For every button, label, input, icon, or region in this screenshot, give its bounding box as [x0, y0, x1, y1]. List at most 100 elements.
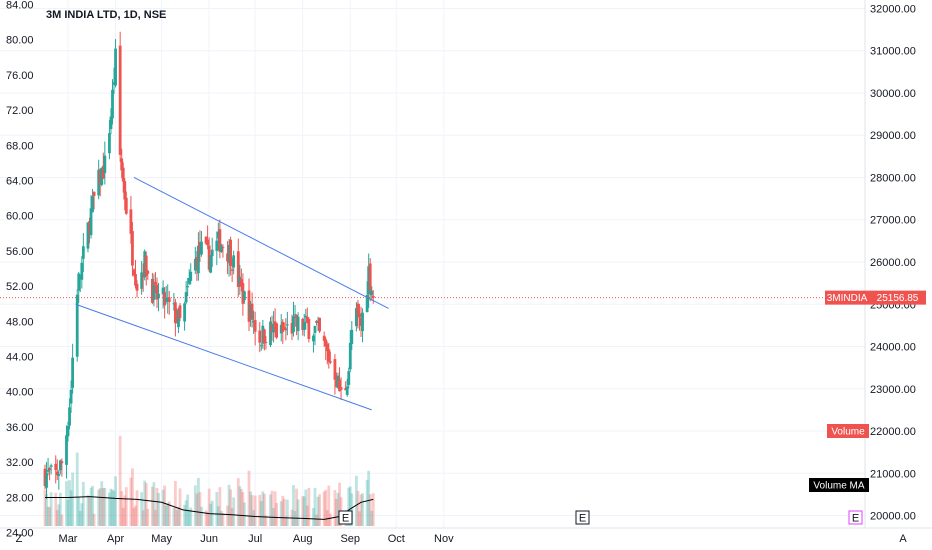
candle-body	[239, 279, 243, 287]
candle-up	[58, 459, 62, 475]
candle-up	[75, 289, 79, 362]
volume-bar	[269, 494, 272, 526]
volume-bar	[129, 477, 133, 526]
candle-body	[86, 222, 90, 249]
candle-up	[227, 238, 231, 277]
left-axis-tick: 60.00	[6, 211, 34, 223]
volume-bar	[143, 480, 147, 526]
volume-bar	[184, 500, 188, 526]
volume-bar	[75, 452, 79, 526]
candle-body	[339, 387, 343, 390]
candle-body	[144, 255, 148, 276]
candle-body	[88, 221, 91, 233]
candle-down	[204, 236, 208, 245]
volume-bar	[58, 492, 62, 526]
x-axis-tick: Aug	[293, 533, 313, 545]
volume-bar	[307, 487, 311, 526]
candle-body	[101, 165, 105, 179]
candle-body	[60, 461, 64, 464]
candle-down	[307, 317, 311, 343]
right-axis-tick: 30000.00	[870, 88, 916, 100]
earnings-marker-1[interactable]: E	[338, 510, 353, 525]
candle-body	[141, 275, 145, 278]
candle-up	[71, 343, 75, 394]
candle-body	[207, 245, 211, 270]
volume-bar	[49, 492, 53, 526]
candle-down	[207, 237, 211, 272]
candle-body	[71, 357, 75, 388]
volume-bar	[206, 512, 210, 526]
candle-body	[249, 304, 252, 319]
candle-up	[345, 378, 349, 397]
candle-body	[204, 236, 208, 244]
candle-up	[279, 314, 283, 342]
right-axis-tick: 27000.00	[870, 215, 916, 227]
candle-up	[232, 250, 236, 275]
candle-body	[75, 294, 79, 357]
timezone-button[interactable]: Z	[16, 533, 23, 545]
candle-body	[243, 291, 246, 301]
candle-body	[108, 133, 111, 154]
volume-bar	[368, 494, 372, 526]
candle-up	[350, 321, 354, 351]
candle-up	[361, 308, 364, 343]
candle-down	[229, 236, 233, 276]
volume-bar	[91, 485, 94, 526]
earnings-marker-2[interactable]: E	[575, 510, 590, 525]
candle-body	[69, 389, 73, 404]
volume-bar	[155, 487, 159, 526]
volume-bar	[229, 489, 233, 526]
volume-bar	[325, 510, 329, 526]
volume-bar	[216, 506, 220, 526]
candle-down	[290, 314, 294, 341]
candle-body	[98, 169, 102, 185]
candle-down	[129, 195, 133, 244]
candle-body	[318, 317, 321, 332]
candle-body	[273, 321, 277, 329]
right-axis-tick: 26000.00	[870, 257, 916, 269]
candle-body	[193, 258, 197, 271]
candle-down	[253, 311, 257, 346]
candle-body	[295, 314, 298, 327]
candle-up	[304, 308, 308, 330]
candle-down	[258, 322, 262, 353]
candle-body	[361, 312, 364, 332]
x-axis-tick: Oct	[388, 533, 405, 545]
candle-up	[143, 249, 147, 281]
volume-bar	[261, 491, 265, 526]
volume-bar	[172, 507, 176, 526]
channel-lower-line[interactable]	[75, 303, 372, 411]
candle-down	[178, 302, 182, 322]
candle-up	[46, 457, 50, 476]
candle-body	[187, 277, 191, 284]
candle-down	[54, 455, 58, 484]
left-axis-tick: 36.00	[6, 422, 34, 434]
left-axis-tick: 84.00	[6, 0, 34, 12]
candle-body	[77, 273, 81, 291]
volume-bar	[134, 505, 137, 526]
volume-bar	[187, 510, 191, 526]
candle-body	[81, 246, 85, 259]
volume-bar	[132, 507, 136, 526]
candle-down	[325, 341, 329, 365]
volume-bar	[88, 497, 91, 526]
volume-bar	[65, 481, 68, 526]
volume-bar	[327, 485, 331, 526]
symbol-tag-background	[825, 290, 869, 305]
auto-scale-button[interactable]: A	[899, 533, 907, 545]
dividend-marker[interactable]: E	[848, 510, 863, 525]
candle-body	[355, 308, 358, 327]
candle-down	[154, 272, 157, 294]
candle-body	[316, 320, 320, 324]
volume-bar	[43, 489, 47, 526]
candle-up	[66, 421, 70, 442]
candle-body	[325, 343, 329, 352]
candle-body	[238, 276, 242, 284]
candle-body	[281, 321, 285, 332]
channel-upper-line[interactable]	[133, 177, 389, 309]
volume-bar	[371, 493, 375, 526]
price-tag-label: 25156.85	[877, 293, 919, 304]
candle-body	[150, 278, 154, 303]
candle-down	[144, 251, 148, 286]
candle-up	[285, 311, 289, 336]
